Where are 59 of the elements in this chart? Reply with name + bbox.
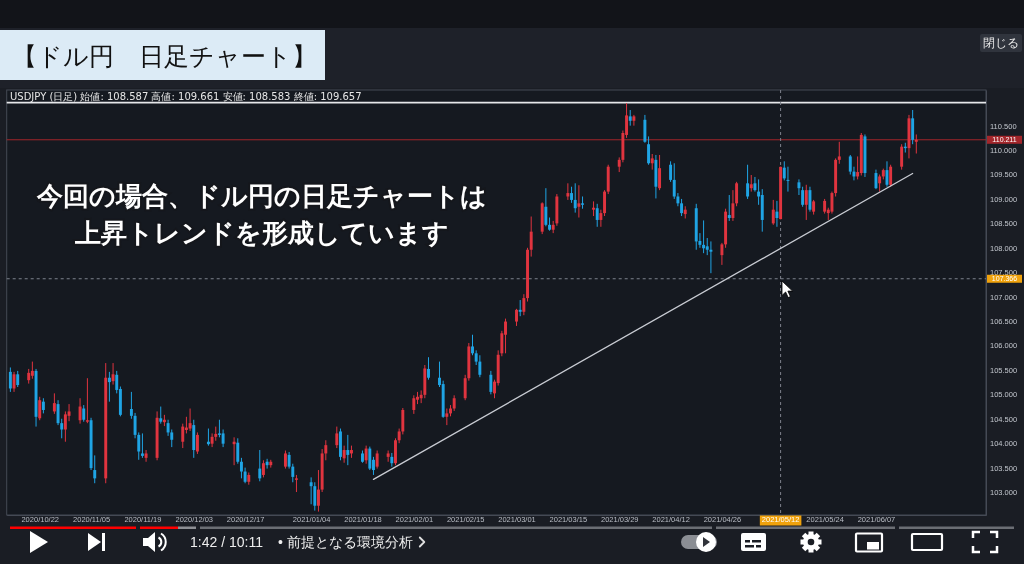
candlestick [848,154,852,176]
candlestick [900,143,904,171]
candlestick [581,195,585,210]
candlestick [753,176,757,193]
candlestick [188,408,192,432]
candlestick [632,114,636,127]
candlestick [144,449,148,463]
candlestick [195,431,199,455]
candlestick [394,437,397,466]
candlestick [181,423,185,449]
candlestick [504,318,507,354]
candlestick [775,200,779,228]
candlestick [239,457,243,479]
candlestick [771,199,775,226]
candlestick [427,356,430,381]
candlestick [342,445,346,464]
candlestick [669,160,673,183]
candlestick [544,187,548,227]
candlestick [368,446,372,471]
candlestick [140,432,144,459]
chart-subtitle: USDJPY (日足) 始値: 108.587 高値: 109.661 安値: 108.583 終値: 109.657 [10,90,362,102]
candlestick [111,362,115,386]
candlestick [471,334,474,356]
candlestick [8,366,12,393]
candlestick [335,426,339,449]
candlestick [107,371,111,403]
candlestick [478,354,482,378]
candlestick [647,135,651,166]
candlestick [265,458,269,470]
candlestick [808,186,812,213]
chart-title: 【ドル円 日足チャート】 [12,42,317,71]
candlestick [529,216,533,258]
candlestick [804,184,808,221]
candlestick [489,370,493,395]
close-button: 閉じる [980,34,1022,52]
candlestick [283,450,287,470]
candlestick [375,450,379,470]
candlestick [78,397,82,425]
annotation: 今回の場合、ドル円の日足チャートは [36,181,487,211]
candlestick [12,371,16,393]
annotation: 上昇トレンドを形成しています [74,218,449,248]
candlestick [643,114,647,144]
candlestick [911,109,915,145]
text: 1:42 / 10:11 [190,534,264,550]
candlestick [658,154,662,191]
candlestick [727,194,731,222]
candlestick [786,166,790,193]
candlestick [412,394,416,415]
candlestick [709,240,713,274]
candlestick [236,437,240,465]
candlestick [914,133,918,155]
candlestick [595,203,599,228]
candlestick [52,392,56,415]
candlestick [566,182,570,201]
candlestick [577,184,581,218]
candlestick [874,169,878,190]
text: • 前提となる環境分析 [278,534,413,550]
candlestick [313,481,317,512]
candlestick [837,141,841,165]
